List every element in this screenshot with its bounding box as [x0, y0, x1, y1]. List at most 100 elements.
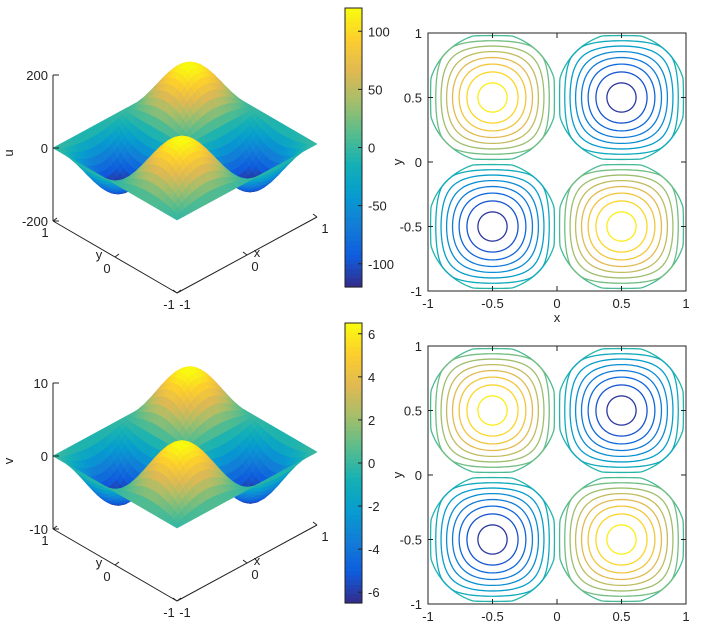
colorbar-segment: [345, 533, 362, 539]
contour-line: [587, 376, 656, 445]
colorbar-segment: [345, 523, 362, 529]
colorbar-u: 100 50 0 -50 -100: [344, 7, 394, 288]
colorbar-segment: [345, 273, 362, 279]
y-tick-label: 0: [415, 468, 422, 483]
colorbar-segment: [345, 542, 362, 548]
colorbar-segment: [345, 217, 362, 223]
contour-line: [595, 384, 648, 437]
colorbar-segment: [345, 477, 362, 483]
contour-line: [429, 476, 556, 603]
y-axis-label: y: [390, 158, 405, 165]
contour-line: [564, 169, 679, 284]
colorbar-segment: [345, 26, 362, 32]
y-tick: [114, 253, 120, 258]
colorbar-tick-label: 50: [368, 82, 382, 97]
contour-line: [580, 369, 663, 452]
contour-line: [558, 347, 685, 474]
colorbar-segment: [345, 360, 362, 366]
colorbar-segment: [345, 551, 362, 557]
contour-plot-v: -1 -0.5 0 0.5 1 1 0.5 0 -0.5 -1 x y: [390, 339, 690, 628]
z-tick-label: 0: [41, 449, 48, 464]
x-tick-label: 0: [251, 567, 258, 582]
colorbar-segment: [345, 161, 362, 167]
x-tick: [312, 521, 318, 526]
x-axis-label: x: [554, 310, 561, 325]
colorbar-segment: [345, 411, 362, 417]
colorbar-segment: [345, 337, 362, 343]
colorbar-segment: [345, 346, 362, 352]
contour-line: [440, 358, 545, 463]
contour-line: [440, 45, 545, 150]
colorbar-segment: [345, 388, 362, 394]
contour-line: [451, 498, 534, 581]
colorbar-segment: [345, 575, 362, 581]
colorbar-segment: [345, 467, 362, 473]
colorbar-segment: [345, 138, 362, 144]
z-tick-label: -10: [29, 522, 48, 537]
x-tick-label: 0: [553, 296, 560, 311]
contour-line: [477, 395, 508, 426]
colorbar-segment: [345, 463, 362, 469]
colorbar-v: 6 4 2 0 -2 -4 -6: [344, 322, 380, 604]
colorbar-segment: [345, 87, 362, 93]
colorbar-segment: [345, 472, 362, 478]
contour-line: [569, 358, 674, 463]
contour-plot-u: -1 -0.5 0 0.5 1 1 0.5 0 -0.5 -1 x y: [390, 26, 690, 325]
colorbar-segment: [345, 383, 362, 389]
colorbar-segment: [345, 500, 362, 506]
colorbar-segment: [345, 365, 362, 371]
z-tick-label: -200: [22, 214, 48, 229]
contour-line: [606, 82, 637, 113]
surface-patch: [173, 214, 182, 221]
colorbar-segment: [345, 351, 362, 357]
colorbar-segment: [345, 570, 362, 576]
x-tick-label: -1: [422, 296, 434, 311]
colorbar-segment: [345, 180, 362, 186]
colorbar-segment: [345, 379, 362, 385]
colorbar-segment: [345, 119, 362, 125]
x-tick-label: -1: [422, 609, 434, 624]
contour-line: [435, 169, 550, 284]
colorbar-segment: [345, 259, 362, 265]
contour-line: [595, 200, 648, 253]
contour-line: [574, 492, 669, 587]
colorbar-segment: [345, 254, 362, 260]
colorbar-segment: [345, 77, 362, 83]
contour-line: [564, 40, 679, 155]
colorbar-segment: [345, 73, 362, 79]
colorbar-tick-label: -50: [368, 199, 387, 214]
surface-axes: [52, 74, 318, 294]
contour-line: [580, 498, 663, 581]
colorbar-segment: [345, 40, 362, 46]
z-tick-label: 200: [26, 68, 48, 83]
contour-line: [587, 192, 656, 261]
contour-line: [595, 71, 648, 124]
colorbar-segment: [345, 105, 362, 111]
z-axis-label: v: [1, 457, 16, 464]
x-tick-label: -0.5: [481, 609, 503, 624]
colorbar-segment: [345, 514, 362, 520]
contour-line: [587, 63, 656, 132]
x-axis-label: x: [254, 245, 261, 260]
colorbar-segment: [345, 91, 362, 97]
contour-line: [466, 513, 519, 566]
y-tick-label: 0: [415, 155, 422, 170]
contour-line: [451, 185, 534, 268]
z-axis-label: u: [1, 149, 16, 156]
colorbar-tick-label: 0: [368, 141, 375, 156]
colorbar-segment: [345, 231, 362, 237]
colorbar-segment: [345, 142, 362, 149]
contour-line: [580, 185, 663, 268]
y-tick-label: 0: [103, 261, 110, 276]
colorbar-segment: [345, 341, 362, 347]
x-tick: [172, 289, 178, 294]
contour-line: [569, 487, 674, 592]
colorbar-segment: [345, 31, 362, 37]
contour-line: [606, 395, 637, 426]
y-tick-label: 0: [103, 569, 110, 584]
colorbar-segment: [345, 240, 362, 246]
contour-line: [574, 179, 669, 274]
colorbar-segment: [345, 547, 362, 553]
